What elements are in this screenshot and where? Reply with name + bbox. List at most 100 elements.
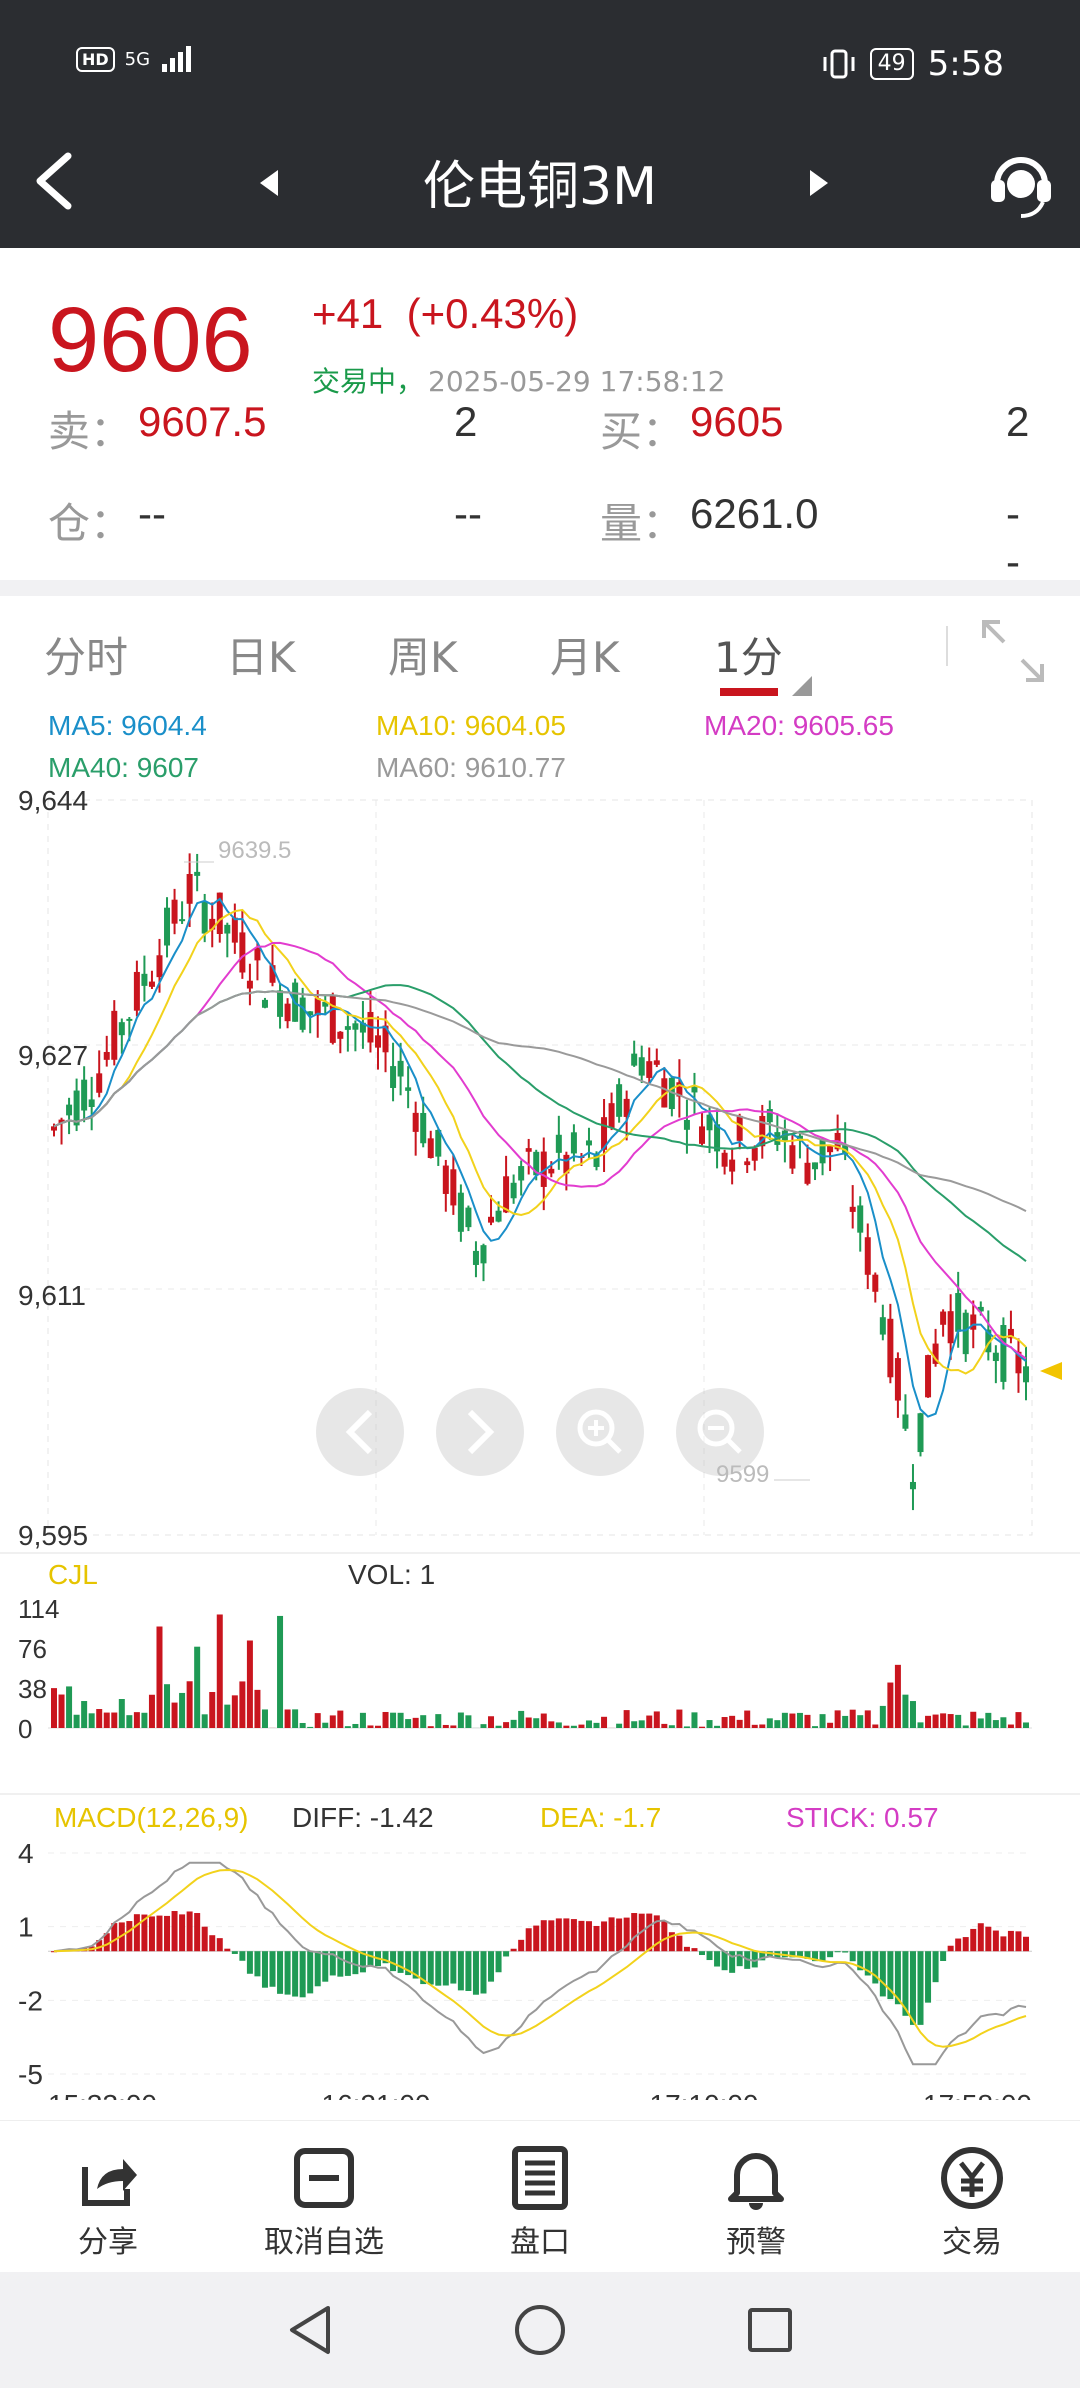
volume-bar bbox=[246, 1640, 253, 1728]
macd-histogram-bar bbox=[887, 1951, 894, 2000]
macd-histogram-bar bbox=[314, 1951, 321, 1987]
candle-body bbox=[472, 1250, 479, 1265]
macd-histogram-bar bbox=[819, 1951, 826, 1961]
system-back-icon[interactable] bbox=[282, 2302, 338, 2358]
quote-timestamp: 2025-05-29 17:58:12 bbox=[428, 365, 726, 398]
macd-histogram-bar bbox=[201, 1926, 208, 1952]
volume-change: -- bbox=[1006, 490, 1020, 585]
macd-histogram-bar bbox=[691, 1948, 698, 1952]
volume-bar bbox=[457, 1712, 464, 1728]
candle-body bbox=[337, 1031, 344, 1039]
candle-body bbox=[96, 1073, 103, 1093]
macd-histogram-bar bbox=[925, 1951, 932, 2003]
volume-bar bbox=[66, 1686, 73, 1728]
buy-price: 9605 bbox=[690, 398, 784, 445]
volume-bar bbox=[367, 1725, 374, 1728]
vibrate-icon bbox=[823, 49, 855, 79]
macd-histogram-bar bbox=[721, 1951, 728, 1971]
candle-body bbox=[985, 1329, 992, 1353]
orderbook-button[interactable]: 盘口 bbox=[470, 2145, 610, 2261]
macd-histogram-bar bbox=[932, 1951, 939, 1983]
macd-histogram-bar bbox=[405, 1951, 412, 1976]
volume-bar bbox=[834, 1710, 841, 1728]
volume-bar bbox=[179, 1692, 186, 1728]
trade-button[interactable]: 交易 bbox=[902, 2145, 1042, 2261]
macd-histogram-bar bbox=[359, 1951, 366, 1973]
tab-daily-k[interactable]: 日K bbox=[226, 633, 296, 682]
tab-monthly-k[interactable]: 月K bbox=[550, 633, 620, 682]
battery-indicator: 49 bbox=[869, 48, 914, 80]
macd-tick-label: 4 bbox=[18, 1838, 34, 1869]
macd-histogram-bar bbox=[450, 1951, 457, 1984]
candle-body bbox=[812, 1162, 819, 1170]
candle-body bbox=[299, 997, 306, 1030]
macd-histogram-bar bbox=[472, 1951, 479, 1995]
macd-histogram-bar bbox=[563, 1918, 570, 1952]
candle-body bbox=[103, 1051, 110, 1060]
customer-service-icon[interactable] bbox=[985, 142, 1057, 222]
macd-histogram-bar bbox=[894, 1951, 901, 2005]
candle-body bbox=[495, 1210, 502, 1222]
system-home-icon[interactable] bbox=[512, 2302, 568, 2358]
candle-body bbox=[736, 1115, 743, 1141]
macd-histogram-bar bbox=[879, 1951, 886, 1997]
volume-bar bbox=[623, 1710, 630, 1728]
ma10-line bbox=[53, 908, 1027, 1375]
tab-1min[interactable]: 1分 bbox=[714, 633, 783, 682]
volume-bar bbox=[450, 1725, 457, 1728]
candle-body bbox=[691, 1086, 698, 1093]
tab-weekly-k[interactable]: 周K bbox=[388, 633, 458, 682]
back-icon[interactable] bbox=[24, 146, 84, 216]
chart-labels: 9,644 9,627 9,611 9,595 9639.5 9599 CJL VOL: 1 1… bbox=[18, 790, 1032, 2100]
candle-body bbox=[66, 1104, 73, 1116]
share-button[interactable]: 分享 bbox=[38, 2145, 178, 2261]
share-icon bbox=[82, 2159, 137, 2206]
volume-bar bbox=[397, 1712, 404, 1728]
remove-watchlist-button[interactable]: 取消自选 bbox=[254, 2145, 394, 2261]
macd-histogram-bar bbox=[329, 1951, 336, 1976]
candle-body bbox=[540, 1151, 547, 1187]
volume-bar bbox=[796, 1712, 803, 1728]
next-contract-icon[interactable] bbox=[800, 158, 840, 208]
candle-body bbox=[533, 1151, 540, 1176]
candle-body bbox=[744, 1161, 751, 1166]
alert-button[interactable]: 预警 bbox=[686, 2145, 826, 2261]
active-tab-indicator bbox=[720, 688, 778, 696]
volume-bar bbox=[894, 1664, 901, 1728]
candle-body bbox=[141, 973, 148, 986]
candle-body bbox=[925, 1355, 932, 1398]
macd-histogram-bar bbox=[133, 1914, 140, 1952]
volume-bar bbox=[133, 1712, 140, 1728]
volume-bar bbox=[992, 1720, 999, 1728]
volume-bar bbox=[292, 1709, 299, 1728]
macd-histogram-bar bbox=[714, 1951, 721, 1967]
orderbook-label: 盘口 bbox=[510, 2225, 570, 2260]
tab-intraday[interactable]: 分时 bbox=[44, 633, 129, 682]
scroll-right-button[interactable] bbox=[436, 1388, 524, 1476]
system-recents-icon[interactable] bbox=[742, 2302, 798, 2358]
macd-histogram-bar bbox=[902, 1951, 909, 2016]
candle-body bbox=[209, 918, 216, 930]
volume-bar bbox=[668, 1725, 675, 1728]
volume-bar bbox=[585, 1720, 592, 1728]
macd-histogram-bar bbox=[111, 1923, 118, 1952]
zoom-in-button[interactable] bbox=[556, 1388, 644, 1476]
candle-body bbox=[1023, 1366, 1029, 1383]
change-value: +41 bbox=[312, 290, 384, 337]
zoom-out-button[interactable] bbox=[676, 1388, 764, 1476]
buy-qty: 2 bbox=[1006, 398, 1030, 445]
volume-bar bbox=[789, 1713, 796, 1728]
macd-histogram-bar bbox=[992, 1930, 999, 1952]
scroll-left-button[interactable] bbox=[316, 1388, 404, 1476]
volume-bar bbox=[329, 1715, 336, 1728]
alert-label: 预警 bbox=[726, 2225, 786, 2260]
candle-body bbox=[548, 1168, 555, 1174]
chart-area[interactable]: 9,644 9,627 9,611 9,595 9639.5 9599 CJL VOL: 1 1… bbox=[0, 790, 1080, 2100]
fullscreen-icon[interactable] bbox=[980, 618, 1046, 684]
volume-bar bbox=[390, 1712, 397, 1728]
share-label: 分享 bbox=[78, 2225, 138, 2260]
tab-dropdown-icon[interactable] bbox=[792, 676, 812, 696]
status-bar: HD 5G 49 5:58 bbox=[0, 0, 1080, 120]
previous-contract-icon[interactable] bbox=[248, 158, 288, 208]
volume-bar bbox=[201, 1714, 208, 1728]
